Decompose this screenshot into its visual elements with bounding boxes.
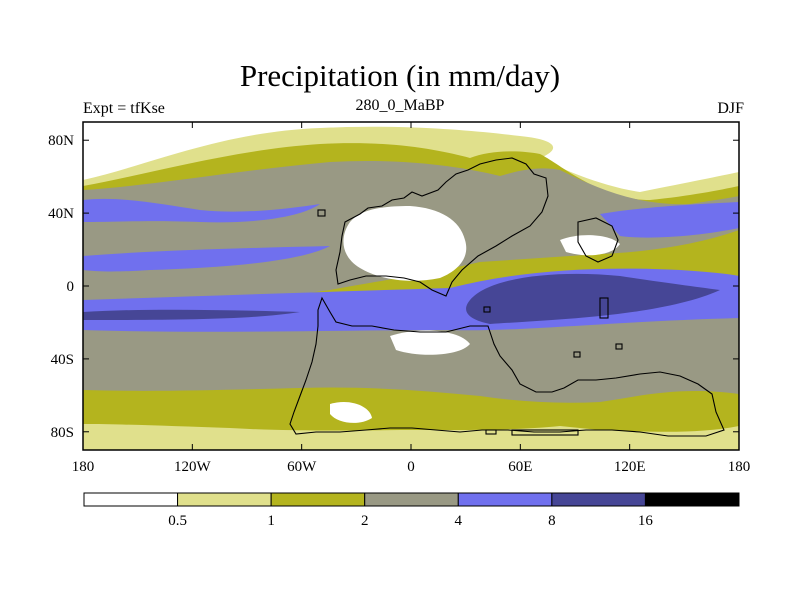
small-island-e: [615, 343, 623, 350]
experiment-label: Expt = tfKse: [83, 100, 165, 117]
field-blue-band-midlat: [83, 246, 330, 272]
chart-title: Precipitation (in mm/day): [239, 58, 561, 93]
colorbar-label: 4: [455, 513, 463, 529]
colorbar-swatch: [457, 492, 553, 507]
colorbar-swatch: [270, 492, 366, 507]
colorbar: 0.5 1 2 4 8 16: [83, 492, 740, 529]
map-field: [83, 122, 739, 450]
season-label: DJF: [717, 100, 744, 117]
x-tick-label: 60E: [508, 459, 532, 475]
x-tick-label: 180: [728, 459, 751, 475]
colorbar-swatch: [644, 492, 740, 507]
x-tick-label: 60W: [287, 459, 317, 475]
southern-continent-outline: [289, 296, 725, 437]
period-label: 280_0_MaBP: [355, 97, 445, 114]
dry-south-patch: [390, 330, 470, 355]
small-island-b: [483, 306, 491, 313]
y-tick-label: 40S: [51, 352, 74, 368]
y-tick-label: 40N: [48, 206, 74, 222]
y-tick-label: 80S: [51, 425, 74, 441]
colorbar-label: 0.5: [168, 513, 187, 529]
axis-layer: 180 120W 60W 0 60E 120E 180 80N 40N 0 40S 80S: [48, 122, 750, 475]
colorbar-label: 8: [548, 513, 556, 529]
small-island-d: [573, 351, 581, 358]
eastern-island-outline: [577, 217, 619, 263]
dry-east-patch: [560, 235, 620, 256]
x-tick-label: 120E: [614, 459, 646, 475]
colorbar-label: 2: [361, 513, 369, 529]
southern-strip-a: [485, 429, 497, 435]
field-blue-band-east: [600, 202, 739, 238]
x-tick-label: 120W: [174, 459, 212, 475]
x-tick-label: 180: [72, 459, 95, 475]
colorbar-swatch: [177, 492, 272, 507]
field-blue-band-north: [83, 198, 320, 223]
colorbar-swatch: [83, 492, 179, 507]
x-tick-label: 0: [407, 459, 415, 475]
colorbar-label: 16: [638, 513, 654, 529]
field-indigo-strip: [83, 309, 300, 320]
y-tick-label: 80N: [48, 133, 74, 149]
small-island-a: [317, 209, 326, 217]
coastline-outlines: [289, 157, 725, 437]
southern-strip-b: [511, 429, 579, 436]
colorbar-label: 1: [267, 513, 275, 529]
colorbar-swatch: [551, 492, 646, 507]
small-island-c: [599, 297, 609, 319]
dry-polar-patch: [330, 401, 372, 423]
y-tick-label: 0: [67, 279, 75, 295]
northern-continent-outline: [335, 157, 549, 297]
dry-north-continent: [343, 206, 467, 281]
colorbar-swatch: [364, 492, 459, 507]
field-indigo-core: [466, 273, 720, 324]
